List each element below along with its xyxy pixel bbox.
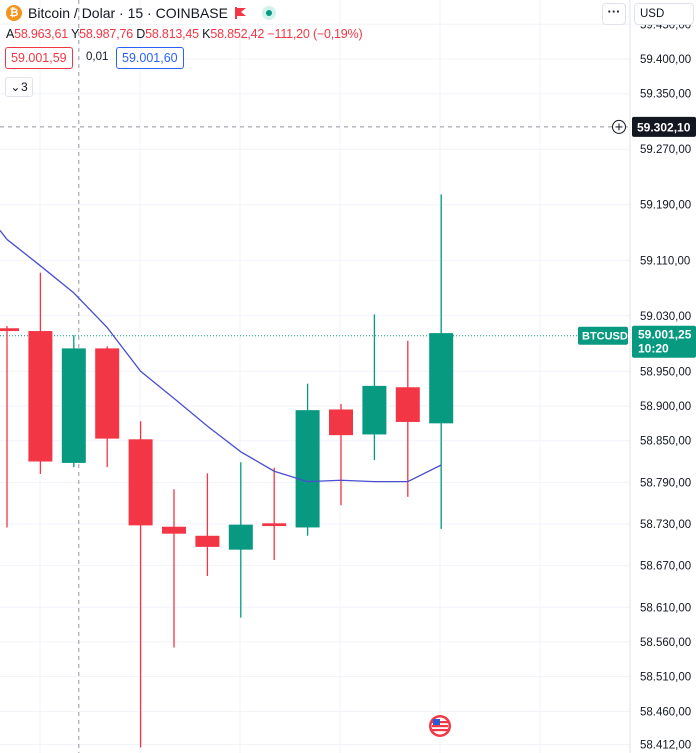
candle-body [228, 524, 253, 550]
close-label: K [202, 27, 211, 41]
candle-body [0, 328, 19, 332]
y-tick-label: 58.900,00 [640, 401, 691, 413]
candle-body [362, 385, 387, 435]
y-tick-label: 58.412,00 [640, 740, 691, 752]
moving-average-line-start [0, 230, 8, 240]
candle-body [329, 409, 353, 436]
candle-body [95, 348, 120, 439]
currency-selector[interactable]: USD [634, 3, 694, 25]
current-price-label: 59.001,25 [638, 328, 692, 342]
symbol-header[interactable]: ₿ Bitcoin / Dolar · 15 · COINBASE [6, 5, 276, 21]
y-tick-label: 58.510,00 [640, 672, 691, 684]
candle-body [28, 331, 53, 462]
candle-body [395, 387, 420, 422]
y-tick-label: 58.730,00 [640, 519, 691, 531]
symbol-tag: BTCUSD [582, 331, 628, 343]
moving-average-line [6, 238, 442, 483]
symbol-title[interactable]: Bitcoin / Dolar · 15 · COINBASE [28, 5, 228, 21]
open-value: 58.963,61 [14, 27, 68, 41]
spread-value: 0,01 [86, 51, 109, 63]
candle-body [295, 410, 320, 528]
y-tick-label: 58.610,00 [640, 602, 691, 614]
candle-body [429, 333, 454, 424]
current-price-label-bg [632, 325, 696, 358]
high-value: 58.987,76 [79, 27, 133, 41]
chevron-down-icon: ⌄ [10, 80, 21, 94]
indicators-count: 3 [21, 80, 28, 94]
y-tick-label: 58.560,00 [640, 637, 691, 649]
economic-event-us-flag-icon[interactable] [429, 715, 451, 737]
symbol-tag-bg [578, 326, 628, 345]
low-value: 58.813,45 [145, 27, 199, 41]
bitcoin-logo-icon: ₿ [6, 5, 22, 21]
y-tick-label: 58.950,00 [640, 366, 691, 378]
low-label: D [136, 27, 146, 41]
close-value: 58.852,42 [210, 27, 265, 41]
candle-body [162, 526, 186, 534]
candle-body [61, 348, 86, 463]
y-tick-label: 58.790,00 [640, 477, 691, 489]
y-tick-label: 59.400,00 [640, 54, 691, 66]
candle-body [128, 439, 153, 526]
buy-price-button[interactable]: 59.001,60 [116, 47, 184, 69]
market-open-status-icon [261, 6, 276, 20]
crosshair-price-label-bg [632, 116, 696, 137]
flag-icon[interactable] [234, 7, 246, 19]
open-label: A [6, 27, 15, 41]
sell-price-button[interactable]: 59.001,59 [5, 47, 73, 69]
more-options-button[interactable]: ··· [602, 3, 626, 25]
change-value: −111,20 (−0,19%) [267, 27, 363, 41]
indicators-toggle-button[interactable]: ⌄ 3 [5, 77, 33, 97]
y-tick-label: 59.350,00 [640, 89, 691, 101]
candle-body [262, 523, 287, 527]
high-label: Y [71, 27, 80, 41]
candle-body [195, 535, 220, 547]
y-tick-label: 59.270,00 [640, 144, 691, 156]
y-tick-label: 58.850,00 [640, 436, 691, 448]
y-tick-label: 58.460,00 [640, 706, 691, 718]
y-tick-label: 58.670,00 [640, 561, 691, 573]
ohlc-legend: A58.963,61 Y58.987,76 D58.813,45 K58.852… [6, 27, 363, 41]
y-tick-label: 59.110,00 [640, 255, 690, 267]
y-tick-label: 59.030,00 [640, 311, 691, 323]
y-tick-label: 59.190,00 [640, 200, 691, 212]
crosshair-price-label: 59.302,10 [637, 120, 691, 134]
countdown-label: 10:20 [638, 342, 669, 356]
